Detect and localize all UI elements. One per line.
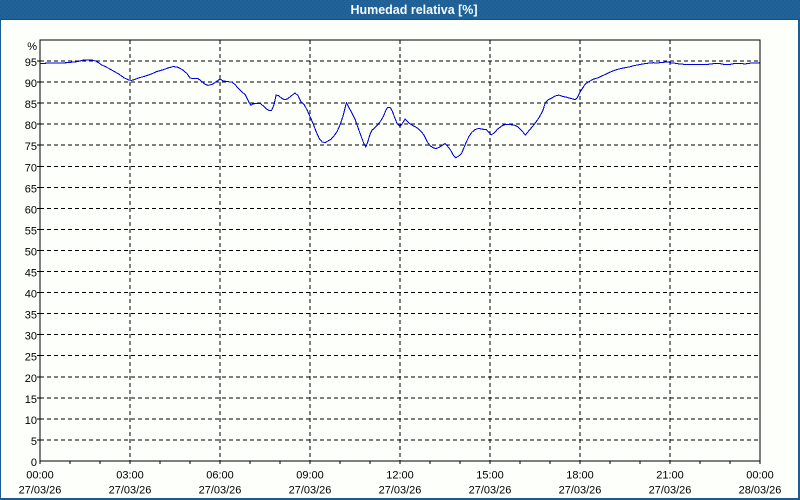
svg-text:85: 85 xyxy=(25,99,37,111)
svg-text:45: 45 xyxy=(25,268,37,280)
svg-text:00:00: 00:00 xyxy=(746,470,774,482)
svg-text:35: 35 xyxy=(25,310,37,322)
svg-text:50: 50 xyxy=(25,247,37,259)
svg-text:%: % xyxy=(27,41,37,53)
svg-text:27/03/26: 27/03/26 xyxy=(19,485,62,497)
svg-text:27/03/26: 27/03/26 xyxy=(199,485,242,497)
svg-text:5: 5 xyxy=(31,436,37,448)
svg-text:09:00: 09:00 xyxy=(296,470,324,482)
svg-text:20: 20 xyxy=(25,373,37,385)
svg-text:40: 40 xyxy=(25,289,37,301)
svg-text:21:00: 21:00 xyxy=(656,470,684,482)
svg-text:27/03/26: 27/03/26 xyxy=(289,485,332,497)
svg-text:18:00: 18:00 xyxy=(566,470,594,482)
svg-text:55: 55 xyxy=(25,225,37,237)
svg-text:80: 80 xyxy=(25,120,37,132)
svg-text:60: 60 xyxy=(25,204,37,216)
svg-text:95: 95 xyxy=(25,57,37,69)
svg-text:65: 65 xyxy=(25,183,37,195)
svg-text:70: 70 xyxy=(25,162,37,174)
svg-text:0: 0 xyxy=(31,457,37,469)
svg-text:10: 10 xyxy=(25,415,37,427)
svg-text:15:00: 15:00 xyxy=(476,470,504,482)
svg-text:25: 25 xyxy=(25,352,37,364)
svg-text:12:00: 12:00 xyxy=(386,470,414,482)
svg-text:27/03/26: 27/03/26 xyxy=(469,485,512,497)
svg-text:90: 90 xyxy=(25,78,37,90)
svg-text:27/03/26: 27/03/26 xyxy=(109,485,152,497)
svg-text:03:00: 03:00 xyxy=(116,470,144,482)
svg-text:06:00: 06:00 xyxy=(206,470,234,482)
svg-text:27/03/26: 27/03/26 xyxy=(649,485,692,497)
svg-text:28/03/26: 28/03/26 xyxy=(739,485,782,497)
svg-text:00:00: 00:00 xyxy=(26,470,54,482)
svg-text:30: 30 xyxy=(25,331,37,343)
svg-text:15: 15 xyxy=(25,394,37,406)
svg-text:75: 75 xyxy=(25,141,37,153)
svg-text:27/03/26: 27/03/26 xyxy=(559,485,602,497)
svg-text:27/03/26: 27/03/26 xyxy=(379,485,422,497)
